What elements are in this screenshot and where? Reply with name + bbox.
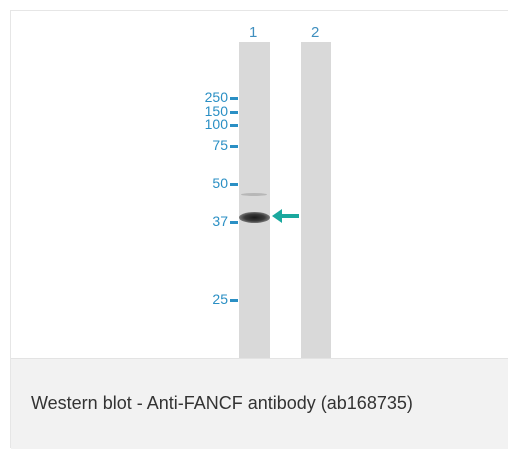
arrow-left-icon bbox=[272, 209, 299, 223]
lane-1 bbox=[239, 42, 270, 358]
western-blot-figure: 1 2 250 150 100 75 50 37 25 bbox=[11, 11, 508, 358]
marker-37: 37 bbox=[212, 213, 228, 229]
faint-band bbox=[241, 193, 267, 196]
lane-1-label: 1 bbox=[249, 24, 258, 41]
marker-150: 150 bbox=[204, 103, 228, 119]
lane-2-label: 2 bbox=[311, 24, 320, 41]
marker-tick bbox=[230, 183, 238, 186]
marker-tick bbox=[230, 221, 238, 224]
marker-tick bbox=[230, 111, 238, 114]
caption-bar: Western blot - Anti-FANCF antibody (ab16… bbox=[11, 358, 508, 449]
marker-75: 75 bbox=[212, 137, 228, 153]
marker-tick bbox=[230, 124, 238, 127]
image-card: 1 2 250 150 100 75 50 37 25 Western blot… bbox=[10, 10, 508, 449]
main-band bbox=[239, 212, 270, 223]
marker-25: 25 bbox=[212, 291, 228, 307]
marker-tick bbox=[230, 97, 238, 100]
marker-100: 100 bbox=[204, 116, 228, 132]
image-caption: Western blot - Anti-FANCF antibody (ab16… bbox=[31, 393, 413, 413]
marker-tick bbox=[230, 145, 238, 148]
marker-250: 250 bbox=[204, 89, 228, 105]
lane-2 bbox=[301, 42, 331, 358]
marker-50: 50 bbox=[212, 175, 228, 191]
marker-tick bbox=[230, 299, 238, 302]
